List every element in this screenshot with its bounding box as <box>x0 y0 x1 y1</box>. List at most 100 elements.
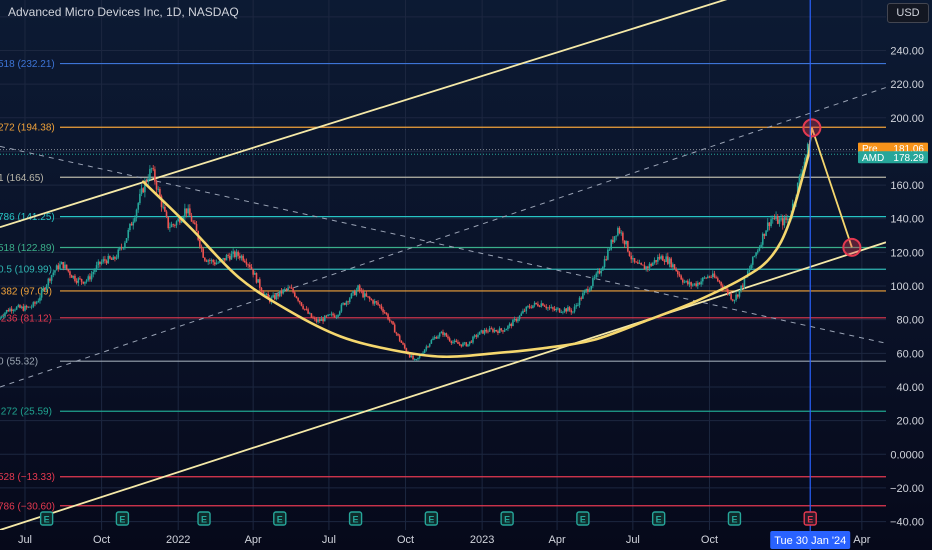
earnings-marker-box <box>39 511 54 526</box>
candle-body <box>215 262 218 265</box>
candle-body <box>272 295 274 298</box>
candle-body <box>292 288 294 293</box>
candle-body <box>652 262 654 266</box>
candle-body <box>440 331 443 334</box>
candle-body <box>731 299 734 301</box>
candle-body <box>169 227 171 229</box>
candle-body <box>443 333 446 335</box>
fib-level-label: 0 (55.32) <box>0 357 38 368</box>
candle-body <box>413 359 416 360</box>
candle-body <box>540 303 543 307</box>
candle-body <box>565 308 568 312</box>
candle-body <box>677 270 679 275</box>
candle-body <box>655 260 657 262</box>
candle-body <box>164 206 166 212</box>
candle-body <box>500 328 503 331</box>
candle-body <box>615 235 618 237</box>
candle-body <box>535 302 538 304</box>
candle-body <box>392 321 394 325</box>
candle-body <box>49 278 51 281</box>
plot-layer: 518 (232.21)272 (194.38)1 (164.65)786 (1… <box>0 0 886 530</box>
candle-body <box>179 218 181 223</box>
candle-body <box>450 341 453 343</box>
candle-body <box>290 287 293 289</box>
candle-body <box>275 294 278 300</box>
candle-body <box>453 340 456 342</box>
candle-body <box>70 275 73 278</box>
candle-body <box>240 255 243 259</box>
candle-body <box>490 328 493 330</box>
candle-body <box>378 304 381 306</box>
candle-body <box>398 335 401 341</box>
candle-body <box>761 233 764 245</box>
trend-line-dashed <box>0 145 886 344</box>
candle-body <box>100 261 103 264</box>
candle-body <box>293 292 296 297</box>
candle-body <box>590 286 593 290</box>
candle-body <box>345 301 348 305</box>
candle-body <box>152 168 155 170</box>
candle-body <box>402 342 404 345</box>
candle-body <box>342 303 344 305</box>
candle-body <box>110 258 113 260</box>
candle-body <box>711 273 714 278</box>
candle-body <box>725 288 727 290</box>
candle-body <box>322 318 324 322</box>
candle-body <box>467 344 469 347</box>
candle-body <box>363 293 366 298</box>
fib-level-label: 518 (232.21) <box>0 59 55 70</box>
candle-body <box>393 324 396 333</box>
candle-body <box>74 275 76 281</box>
candle-body <box>763 233 766 236</box>
crosshair-date-box <box>770 531 851 549</box>
candle-body <box>102 259 105 262</box>
candle-body <box>320 318 323 321</box>
channel-line <box>0 0 728 229</box>
price-tag-value: 181.06 <box>893 144 924 155</box>
candle-body <box>84 281 86 284</box>
candle-body <box>185 208 188 214</box>
price-tag-name: AMD <box>862 153 884 164</box>
candle-body <box>638 263 641 264</box>
candle-body <box>718 280 721 282</box>
candle-body <box>282 289 284 294</box>
candle-body <box>700 281 702 285</box>
candle-body <box>673 264 676 270</box>
candle-body <box>405 348 408 353</box>
candle-body <box>4 312 6 317</box>
currency-button[interactable]: USD <box>887 3 929 23</box>
candle-body <box>622 232 624 241</box>
candle-body <box>522 310 524 314</box>
candle-body <box>587 289 589 292</box>
candle-body <box>715 277 717 279</box>
candle-body <box>703 277 706 279</box>
candle-body <box>288 287 291 289</box>
candle-body <box>192 221 194 223</box>
candle-body <box>325 315 328 317</box>
candle-body <box>741 285 744 287</box>
candle-body <box>707 276 709 279</box>
earnings-marker-label: E <box>44 515 50 525</box>
candle-body <box>463 342 466 344</box>
candle-body <box>239 255 241 259</box>
candle-body <box>225 255 228 261</box>
candle-body <box>105 260 108 264</box>
y-tick-label: 40.00 <box>896 382 924 394</box>
candles <box>0 140 811 362</box>
candle-body <box>568 307 571 311</box>
candle-body <box>750 264 752 269</box>
candle-body <box>94 269 96 273</box>
candle-body <box>647 266 649 269</box>
candle-body <box>765 230 767 236</box>
candle-body <box>298 300 301 303</box>
earnings-marker-box <box>500 511 514 526</box>
candle-body <box>543 305 546 307</box>
candle-body <box>229 255 231 260</box>
candle-body <box>662 256 664 261</box>
candle-body <box>492 329 494 332</box>
candle-body <box>352 290 354 294</box>
candle-body <box>628 251 631 257</box>
candle-body <box>37 300 40 303</box>
